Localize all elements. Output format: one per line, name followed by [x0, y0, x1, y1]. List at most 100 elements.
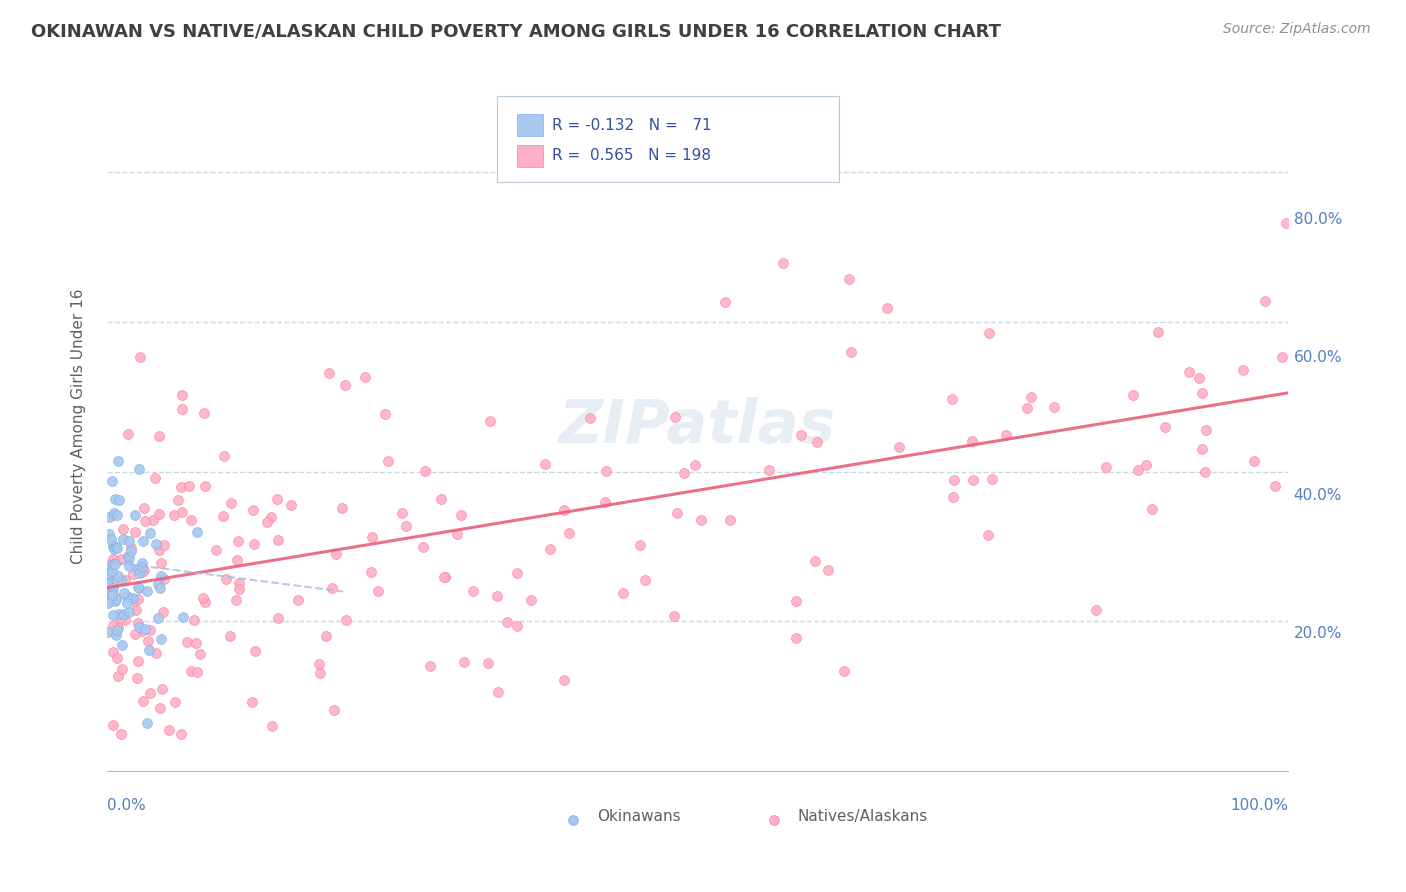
Point [485, 590, 508, 604]
Point [1191, 442, 1213, 456]
Point [149, 556, 172, 570]
Text: 60.0%: 60.0% [1294, 351, 1343, 365]
Point [145, 471, 167, 485]
Point [533, 457, 555, 471]
Point [461, 584, 484, 599]
Point [132, 694, 155, 708]
Point [122, 566, 145, 581]
Point [101, 619, 124, 633]
Point [132, 533, 155, 548]
Point [125, 603, 148, 617]
Point [103, 625, 125, 640]
Point [478, 414, 501, 428]
FancyBboxPatch shape [517, 114, 543, 136]
Point [562, 817, 585, 831]
Point [148, 508, 170, 522]
Point [110, 573, 132, 587]
Point [1177, 365, 1199, 379]
Point [104, 591, 127, 606]
Text: OKINAWAN VS NATIVE/ALASKAN CHILD POVERTY AMONG GIRLS UNDER 16 CORRELATION CHART: OKINAWAN VS NATIVE/ALASKAN CHILD POVERTY… [31, 22, 1001, 40]
Point [553, 673, 575, 688]
Point [1043, 400, 1066, 414]
Point [101, 474, 124, 488]
Point [665, 507, 688, 521]
Point [806, 434, 828, 449]
Point [103, 558, 125, 572]
Point [267, 533, 290, 548]
Point [287, 592, 309, 607]
Point [887, 440, 910, 454]
Point [138, 642, 160, 657]
Point [105, 508, 128, 523]
Point [117, 589, 139, 603]
Point [105, 628, 128, 642]
Point [803, 554, 825, 568]
Point [1271, 351, 1294, 365]
Point [142, 512, 165, 526]
Point [127, 591, 149, 606]
Point [242, 502, 264, 516]
Point [128, 564, 150, 578]
Point [114, 607, 136, 622]
Point [672, 466, 695, 480]
Point [124, 594, 146, 608]
Point [228, 534, 250, 549]
Text: Source: ZipAtlas.com: Source: ZipAtlas.com [1223, 22, 1371, 37]
Text: 20.0%: 20.0% [1294, 626, 1343, 641]
Point [1194, 423, 1216, 437]
Point [266, 492, 288, 507]
Point [101, 645, 124, 659]
Point [118, 534, 141, 549]
Point [150, 568, 173, 582]
Point [714, 295, 737, 310]
Point [977, 326, 1000, 340]
Point [374, 408, 396, 422]
Point [1019, 390, 1042, 404]
Point [330, 501, 353, 516]
Point [120, 544, 142, 558]
Point [136, 634, 159, 648]
Point [107, 621, 129, 635]
Point [367, 583, 389, 598]
Point [377, 454, 399, 468]
Point [1142, 502, 1164, 516]
Point [139, 623, 162, 637]
Point [188, 647, 211, 661]
Point [98, 526, 121, 541]
Point [505, 566, 527, 581]
Point [415, 464, 437, 478]
Point [419, 659, 441, 673]
Point [333, 377, 356, 392]
Point [718, 513, 741, 527]
Point [108, 607, 131, 622]
Point [108, 611, 131, 625]
Point [1194, 466, 1216, 480]
Point [97, 588, 120, 602]
Point [104, 491, 127, 506]
Point [136, 716, 159, 731]
Point [101, 552, 124, 566]
Point [477, 656, 499, 670]
Point [683, 458, 706, 472]
Point [186, 665, 208, 680]
Point [97, 596, 120, 610]
Point [1094, 460, 1116, 475]
Point [579, 411, 602, 425]
Point [322, 703, 344, 717]
Point [308, 666, 330, 681]
Point [194, 479, 217, 493]
Point [108, 492, 131, 507]
Point [103, 581, 125, 595]
Point [149, 581, 172, 595]
Point [100, 588, 122, 602]
Point [110, 727, 132, 741]
Point [139, 526, 162, 541]
Point [558, 526, 581, 541]
Point [107, 669, 129, 683]
Point [1254, 294, 1277, 309]
Point [117, 558, 139, 573]
Point [664, 409, 686, 424]
Point [127, 655, 149, 669]
Point [128, 566, 150, 581]
Point [941, 392, 963, 406]
